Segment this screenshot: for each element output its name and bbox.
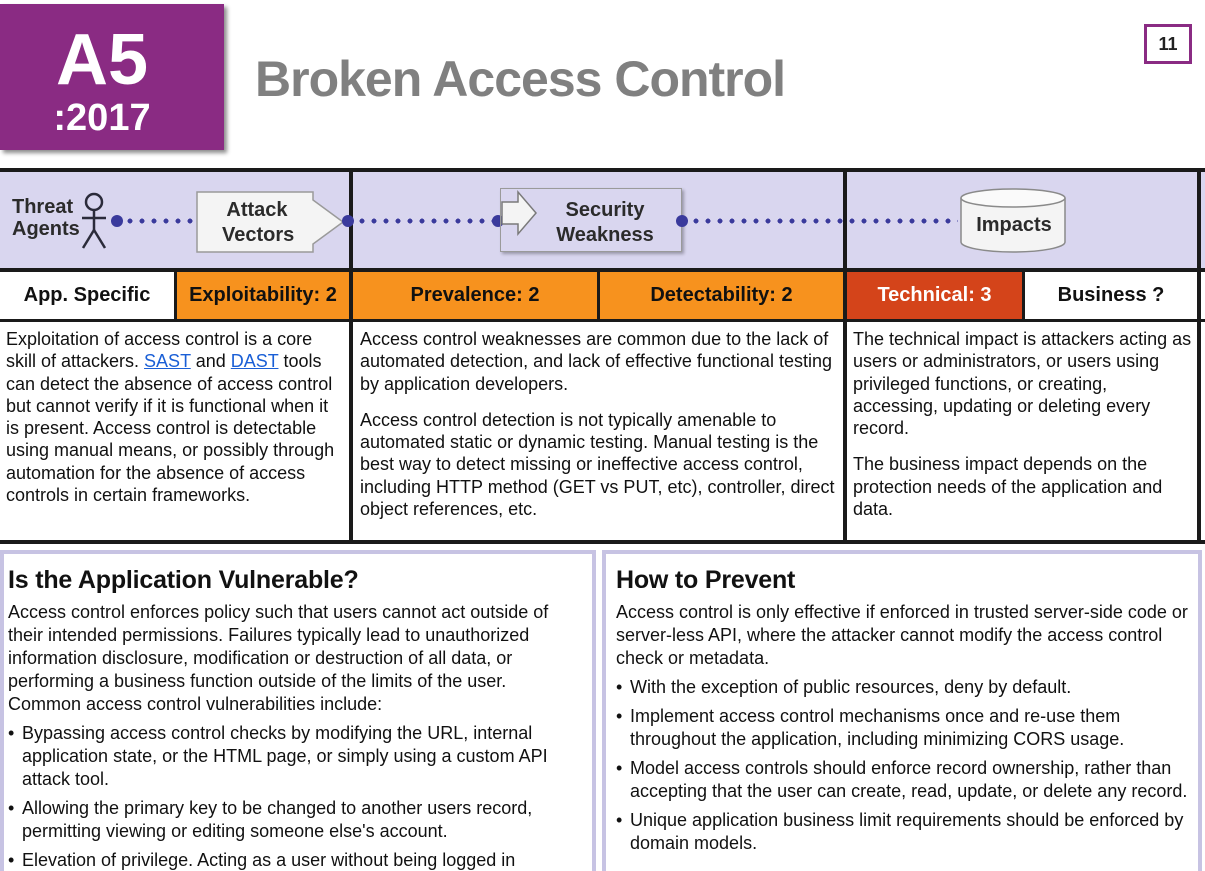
connector-line bbox=[690, 218, 958, 224]
score-divider bbox=[1022, 272, 1025, 319]
sast-link[interactable]: SAST bbox=[144, 351, 191, 372]
connector-dot bbox=[676, 215, 688, 227]
score-divider bbox=[597, 272, 600, 319]
exploitability-description: Exploitation of access control is a core… bbox=[6, 328, 346, 506]
weakness-paragraph: Access control detection is not typicall… bbox=[360, 409, 835, 520]
list-item: Model access controls should enforce rec… bbox=[616, 757, 1188, 803]
connector-line bbox=[124, 218, 196, 224]
exploit-text: tools can detect the absence of access c… bbox=[6, 351, 335, 506]
list-item: Unique application business limit requir… bbox=[616, 809, 1188, 855]
vulnerable-list: Bypassing access control checks by modif… bbox=[8, 722, 576, 871]
connector-dot bbox=[342, 215, 354, 227]
page-title: Broken Access Control bbox=[255, 51, 786, 107]
security-weakness-label: Security Weakness bbox=[556, 199, 654, 246]
table-right-border bbox=[1197, 172, 1201, 542]
weakness-paragraph: Access control weaknesses are common due… bbox=[360, 329, 832, 394]
impact-paragraph: The business impact depends on the prote… bbox=[853, 454, 1163, 520]
risk-year: :2017 bbox=[53, 97, 151, 139]
prevent-panel: How to Prevent Access control is only ef… bbox=[602, 550, 1202, 871]
arrow-box-icon bbox=[196, 191, 345, 253]
column-divider bbox=[843, 172, 847, 542]
prevalence-score: Prevalence: 2 bbox=[353, 272, 597, 319]
impacts-label: Impacts bbox=[976, 214, 1052, 236]
exploit-text: and bbox=[190, 351, 231, 372]
list-item: Allowing the primary key to be changed t… bbox=[8, 797, 576, 843]
table-bottom-border bbox=[0, 540, 1205, 544]
person-icon bbox=[81, 192, 107, 249]
attack-vectors-label: Attack Vectors bbox=[222, 199, 295, 246]
risk-code: A5 bbox=[55, 20, 149, 100]
connector-line bbox=[356, 218, 496, 224]
prevent-heading: How to Prevent bbox=[616, 566, 796, 594]
weakness-description: Access control weaknesses are common due… bbox=[360, 328, 838, 520]
score-divider bbox=[174, 272, 177, 319]
column-divider bbox=[349, 172, 353, 542]
dast-link[interactable]: DAST bbox=[230, 351, 279, 372]
prevent-intro: Access control is only effective if enfo… bbox=[616, 602, 1188, 668]
score-row-border bbox=[0, 268, 1205, 272]
vulnerable-panel: Is the Application Vulnerable? Access co… bbox=[0, 550, 596, 871]
exploit-text: Exploitation of access control is a core… bbox=[6, 329, 313, 372]
impact-paragraph: The technical impact is attackers acting… bbox=[853, 329, 1192, 439]
impact-description: The technical impact is attackers acting… bbox=[853, 328, 1193, 520]
connector-dot bbox=[111, 215, 123, 227]
detectability-score: Detectability: 2 bbox=[600, 272, 843, 319]
list-item: Bypassing access control checks by modif… bbox=[8, 722, 576, 791]
app-specific-label: App. Specific bbox=[23, 284, 151, 306]
connector-dot bbox=[492, 215, 504, 227]
vulnerable-intro: Access control enforces policy such that… bbox=[8, 602, 549, 714]
exploitability-score: Exploitability: 2 bbox=[177, 272, 349, 319]
list-item: Elevation of privilege. Acting as a user… bbox=[8, 849, 576, 871]
threat-agents-label: Threat Agents bbox=[12, 196, 80, 240]
list-item: Implement access control mechanisms once… bbox=[616, 705, 1188, 751]
technical-score: Technical: 3 bbox=[847, 272, 1022, 319]
database-icon bbox=[960, 188, 1066, 253]
arrow-icon bbox=[501, 189, 537, 237]
header-divider bbox=[0, 168, 1205, 172]
score-row-border bbox=[0, 319, 1205, 322]
business-score: Business ? bbox=[1057, 284, 1165, 306]
list-item: With the exception of public resources, … bbox=[616, 676, 1188, 699]
prevent-list: With the exception of public resources, … bbox=[616, 676, 1188, 855]
vulnerable-heading: Is the Application Vulnerable? bbox=[8, 566, 359, 594]
page-number: 11 bbox=[1144, 24, 1192, 64]
risk-badge: A5 :2017 bbox=[0, 4, 224, 150]
